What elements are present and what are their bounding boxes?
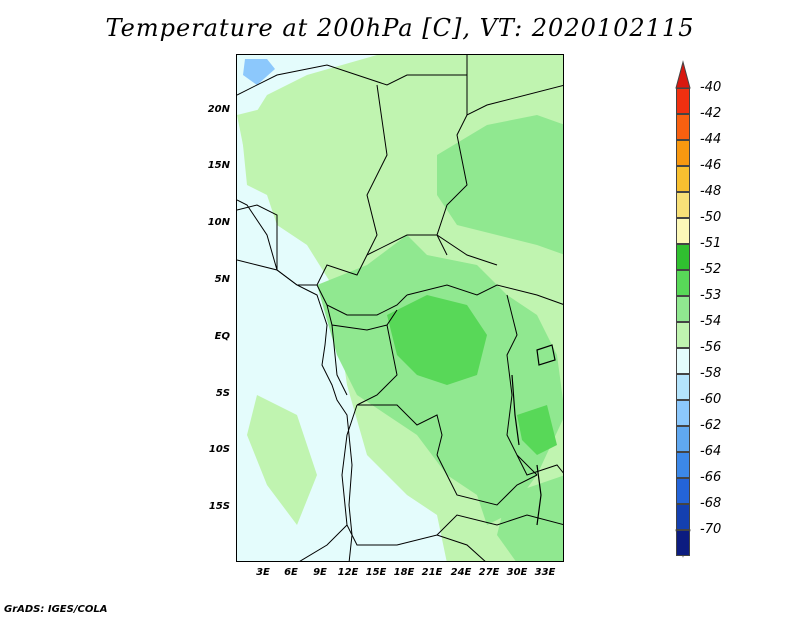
colorbar-swatch [676, 140, 690, 166]
lon-label: 21E [421, 567, 443, 578]
colorbar-label: -66 [700, 470, 722, 485]
temp-field-56-patch [243, 59, 275, 85]
colorbar-swatch [676, 348, 690, 374]
colorbar-label: -60 [700, 392, 722, 407]
colorbar-label: -64 [700, 444, 722, 459]
colorbar-swatch [676, 166, 690, 192]
colorbar-label: -42 [700, 106, 722, 121]
lon-label: 15E [365, 567, 387, 578]
colorbar-label: -56 [700, 340, 722, 355]
colorbar-swatch [676, 400, 690, 426]
colorbar-label: -48 [700, 184, 722, 199]
lon-label: 30E [506, 567, 528, 578]
lat-label: 20N [207, 104, 230, 115]
colorbar-label: -40 [700, 80, 722, 95]
colorbar-label: -46 [700, 158, 722, 173]
lon-label: 9E [313, 567, 327, 578]
temp-field-51-east [517, 405, 557, 455]
coastline [237, 259, 353, 561]
lon-label: 27E [478, 567, 500, 578]
colorbar-label: -58 [700, 366, 722, 381]
lat-label: 10N [207, 217, 230, 228]
map-panel [236, 54, 564, 562]
colorbar-swatch [676, 478, 690, 504]
colorbar-label: -53 [700, 288, 722, 303]
colorbar-label: -54 [700, 314, 722, 329]
map-canvas [237, 55, 563, 561]
lat-label: 15S [208, 501, 230, 512]
lat-label: 5N [214, 274, 230, 285]
temp-field-53-west [237, 105, 297, 175]
colorbar-swatch [676, 114, 690, 140]
map-title: Temperature at 200hPa [C], VT: 202010211… [105, 14, 695, 42]
lon-label: 6E [284, 567, 298, 578]
colorbar-swatch [676, 374, 690, 400]
lat-label: 15N [207, 160, 230, 171]
temp-field-53-south [247, 395, 317, 525]
colorbar-label: -52 [700, 262, 722, 277]
temp-field-51 [387, 295, 487, 385]
colorbar-swatch [676, 322, 690, 348]
colorbar-top-arrow [675, 60, 691, 89]
colorbar-label: -70 [700, 522, 722, 537]
colorbar-swatch [676, 426, 690, 452]
colorbar-swatch [676, 452, 690, 478]
lon-label: 12E [337, 567, 359, 578]
lat-label: EQ [214, 331, 230, 342]
colorbar-label: -62 [700, 418, 722, 433]
colorbar-label: -68 [700, 496, 722, 511]
temp-field-52-southeast [497, 475, 563, 561]
colorbar-swatch [676, 504, 690, 530]
lon-label: 18E [393, 567, 415, 578]
lat-label: 5S [215, 388, 230, 399]
colorbar-swatch [676, 270, 690, 296]
lon-label: 3E [256, 567, 270, 578]
lon-label: 33E [534, 567, 556, 578]
colorbar-label: -44 [700, 132, 722, 147]
colorbar-swatch [676, 296, 690, 322]
colorbar-swatch [676, 530, 690, 556]
temp-field-52-north [437, 115, 563, 255]
colorbar-swatch [676, 88, 690, 114]
colorbar-swatch [676, 192, 690, 218]
lon-label: 24E [450, 567, 472, 578]
grads-credit: GrADS: IGES/COLA [4, 604, 108, 615]
colorbar-swatch [676, 218, 690, 244]
lakes [511, 344, 556, 526]
colorbar-label: -50 [700, 210, 722, 225]
colorbar-label: -51 [700, 236, 722, 251]
lat-label: 10S [208, 444, 230, 455]
colorbar-swatch [676, 244, 690, 270]
